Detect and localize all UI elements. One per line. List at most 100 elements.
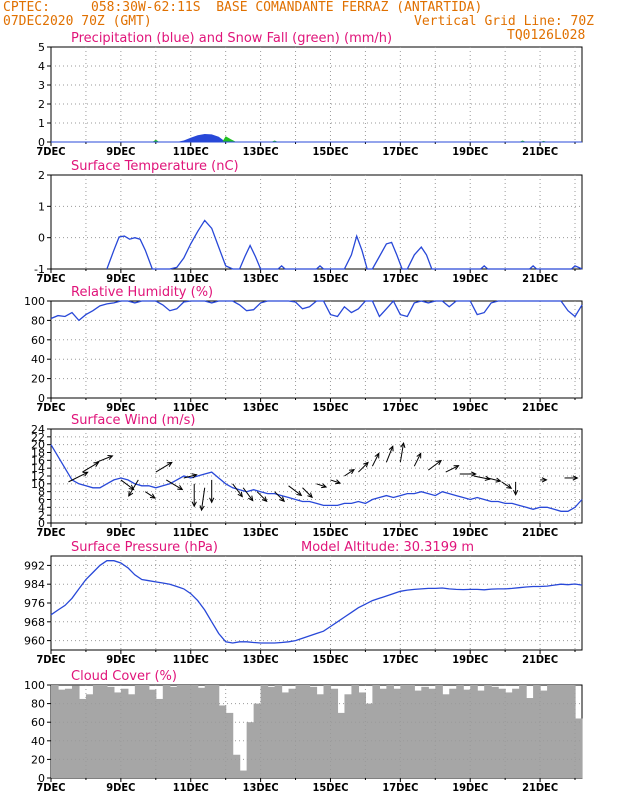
cloud-bar <box>169 686 178 778</box>
cloud-bar <box>253 703 262 778</box>
cloud-bar <box>519 685 527 778</box>
cloud-bar <box>463 689 471 778</box>
cloud-bar <box>246 722 255 778</box>
precip-title: Precipitation (blue) and Snow Fall (gree… <box>71 31 392 46</box>
header-grid-note: Vertical Grid Line: 70Z <box>414 14 595 29</box>
precip-xtick-label: 21DEC <box>522 145 558 158</box>
cloud-bar <box>498 688 506 778</box>
wind-vector-head <box>572 475 579 481</box>
cloud-ytick-label: 80 <box>31 698 45 711</box>
wind-vector-head <box>237 491 243 498</box>
precip-xtick-label: 19DEC <box>452 145 488 158</box>
cloud-bar <box>414 690 422 778</box>
wind-vector-head <box>199 505 205 512</box>
cloud-ytick-label: 40 <box>31 735 45 748</box>
wind-ytick-label: 12 <box>31 470 45 483</box>
wind-vector <box>256 491 268 502</box>
cloud-bar <box>568 685 576 778</box>
cloud-bar <box>134 685 143 778</box>
cloud-bar <box>127 694 136 778</box>
cloud-bar <box>421 686 429 778</box>
rh-xtick-label: 11DEC <box>173 401 209 414</box>
cloud-xtick-label: 15DEC <box>312 781 348 794</box>
rh-ytick-label: 40 <box>31 353 45 366</box>
cloud-bar <box>197 687 206 778</box>
rh-title: Relative Humidity (%) <box>71 285 213 300</box>
temp-ytick-label: 0 <box>38 232 45 245</box>
wind-vector <box>120 479 134 490</box>
cloud-bar <box>99 685 108 778</box>
cloud-title: Cloud Cover (%) <box>71 669 177 684</box>
header-code: TQ0126L028 <box>507 28 586 43</box>
precip-xtick-label: 15DEC <box>312 145 348 158</box>
wind-vector <box>501 481 512 489</box>
rh-ytick-label: 0 <box>38 392 45 405</box>
cloud-bar <box>491 686 499 778</box>
cloud-bar <box>526 698 534 778</box>
cloud-bar <box>225 712 234 778</box>
cloud-xtick-label: 19DEC <box>452 781 488 794</box>
wind-vector <box>473 475 490 480</box>
wind-ytick-label: 0 <box>38 517 45 530</box>
wind-vector-head <box>436 459 443 466</box>
wind-vector-head <box>484 475 491 481</box>
rh-xtick-label: 19DEC <box>452 401 488 414</box>
cloud-bar <box>260 685 269 778</box>
cloud-bar <box>148 689 157 778</box>
wind-vector-head <box>335 479 342 485</box>
wind-vector <box>316 483 327 488</box>
wind-vector-head <box>416 452 422 459</box>
cloud-bar <box>190 685 199 778</box>
rh-xtick-label: 7DEC <box>36 401 65 414</box>
cloud-bar <box>295 685 304 778</box>
wind-ytick-label: 20 <box>31 439 45 452</box>
wind-vector-head <box>512 489 519 496</box>
wind-vector <box>413 453 422 467</box>
cloud-bar <box>113 692 122 778</box>
temp-ytick-label: 2 <box>38 169 45 182</box>
wind-ytick-label: 24 <box>31 423 45 436</box>
cloud-ytick-label: 100 <box>24 679 45 692</box>
model-altitude-label: Model Altitude: 30.3199 m <box>301 540 474 555</box>
wind-vector <box>128 479 139 497</box>
cloud-bar <box>232 754 241 778</box>
temp-frame <box>50 174 583 270</box>
wind-vector-head <box>209 497 215 504</box>
precip-frame <box>50 46 583 143</box>
wind-vector-head <box>261 496 268 503</box>
wind-ytick-label: 8 <box>38 486 45 499</box>
wind-xtick-label: 15DEC <box>312 526 348 539</box>
wind-ytick-label: 10 <box>31 478 45 491</box>
cloud-bar <box>302 685 311 778</box>
wind-vector-head <box>166 461 173 467</box>
cloud-bar <box>449 688 457 778</box>
precip-xtick-label: 9DEC <box>106 145 135 158</box>
wind-vector-head <box>541 477 548 483</box>
precip-xtick-label: 11DEC <box>173 145 209 158</box>
rh-series-line <box>50 299 583 322</box>
cloud-bar <box>71 685 80 778</box>
temp-xtick-label: 11DEC <box>173 272 209 285</box>
rh-xtick-label: 17DEC <box>382 401 418 414</box>
wind-vector <box>274 491 285 502</box>
pressure-xtick-label: 13DEC <box>243 653 279 666</box>
cloud-bar <box>330 688 339 778</box>
wind-vector-head <box>388 445 394 452</box>
temp-xtick-label: 21DEC <box>522 272 558 285</box>
wind-xtick-label: 11DEC <box>173 526 209 539</box>
cloud-bar <box>323 685 332 778</box>
wind-ytick-label: 2 <box>38 509 45 522</box>
cloud-bar <box>477 690 485 778</box>
wind-vector <box>82 462 99 473</box>
cloud-bar <box>218 705 227 778</box>
cloud-bar <box>120 688 129 778</box>
cloud-bar <box>92 685 101 778</box>
cloud-xtick-label: 11DEC <box>173 781 209 794</box>
temp-ytick-label: 1 <box>38 200 45 213</box>
cloud-bar <box>442 694 450 778</box>
cloud-xtick-label: 17DEC <box>382 781 418 794</box>
cloud-bar <box>141 685 150 778</box>
cloud-bar <box>211 685 220 778</box>
cloud-bar <box>316 694 325 778</box>
pressure-xtick-label: 19DEC <box>452 653 488 666</box>
